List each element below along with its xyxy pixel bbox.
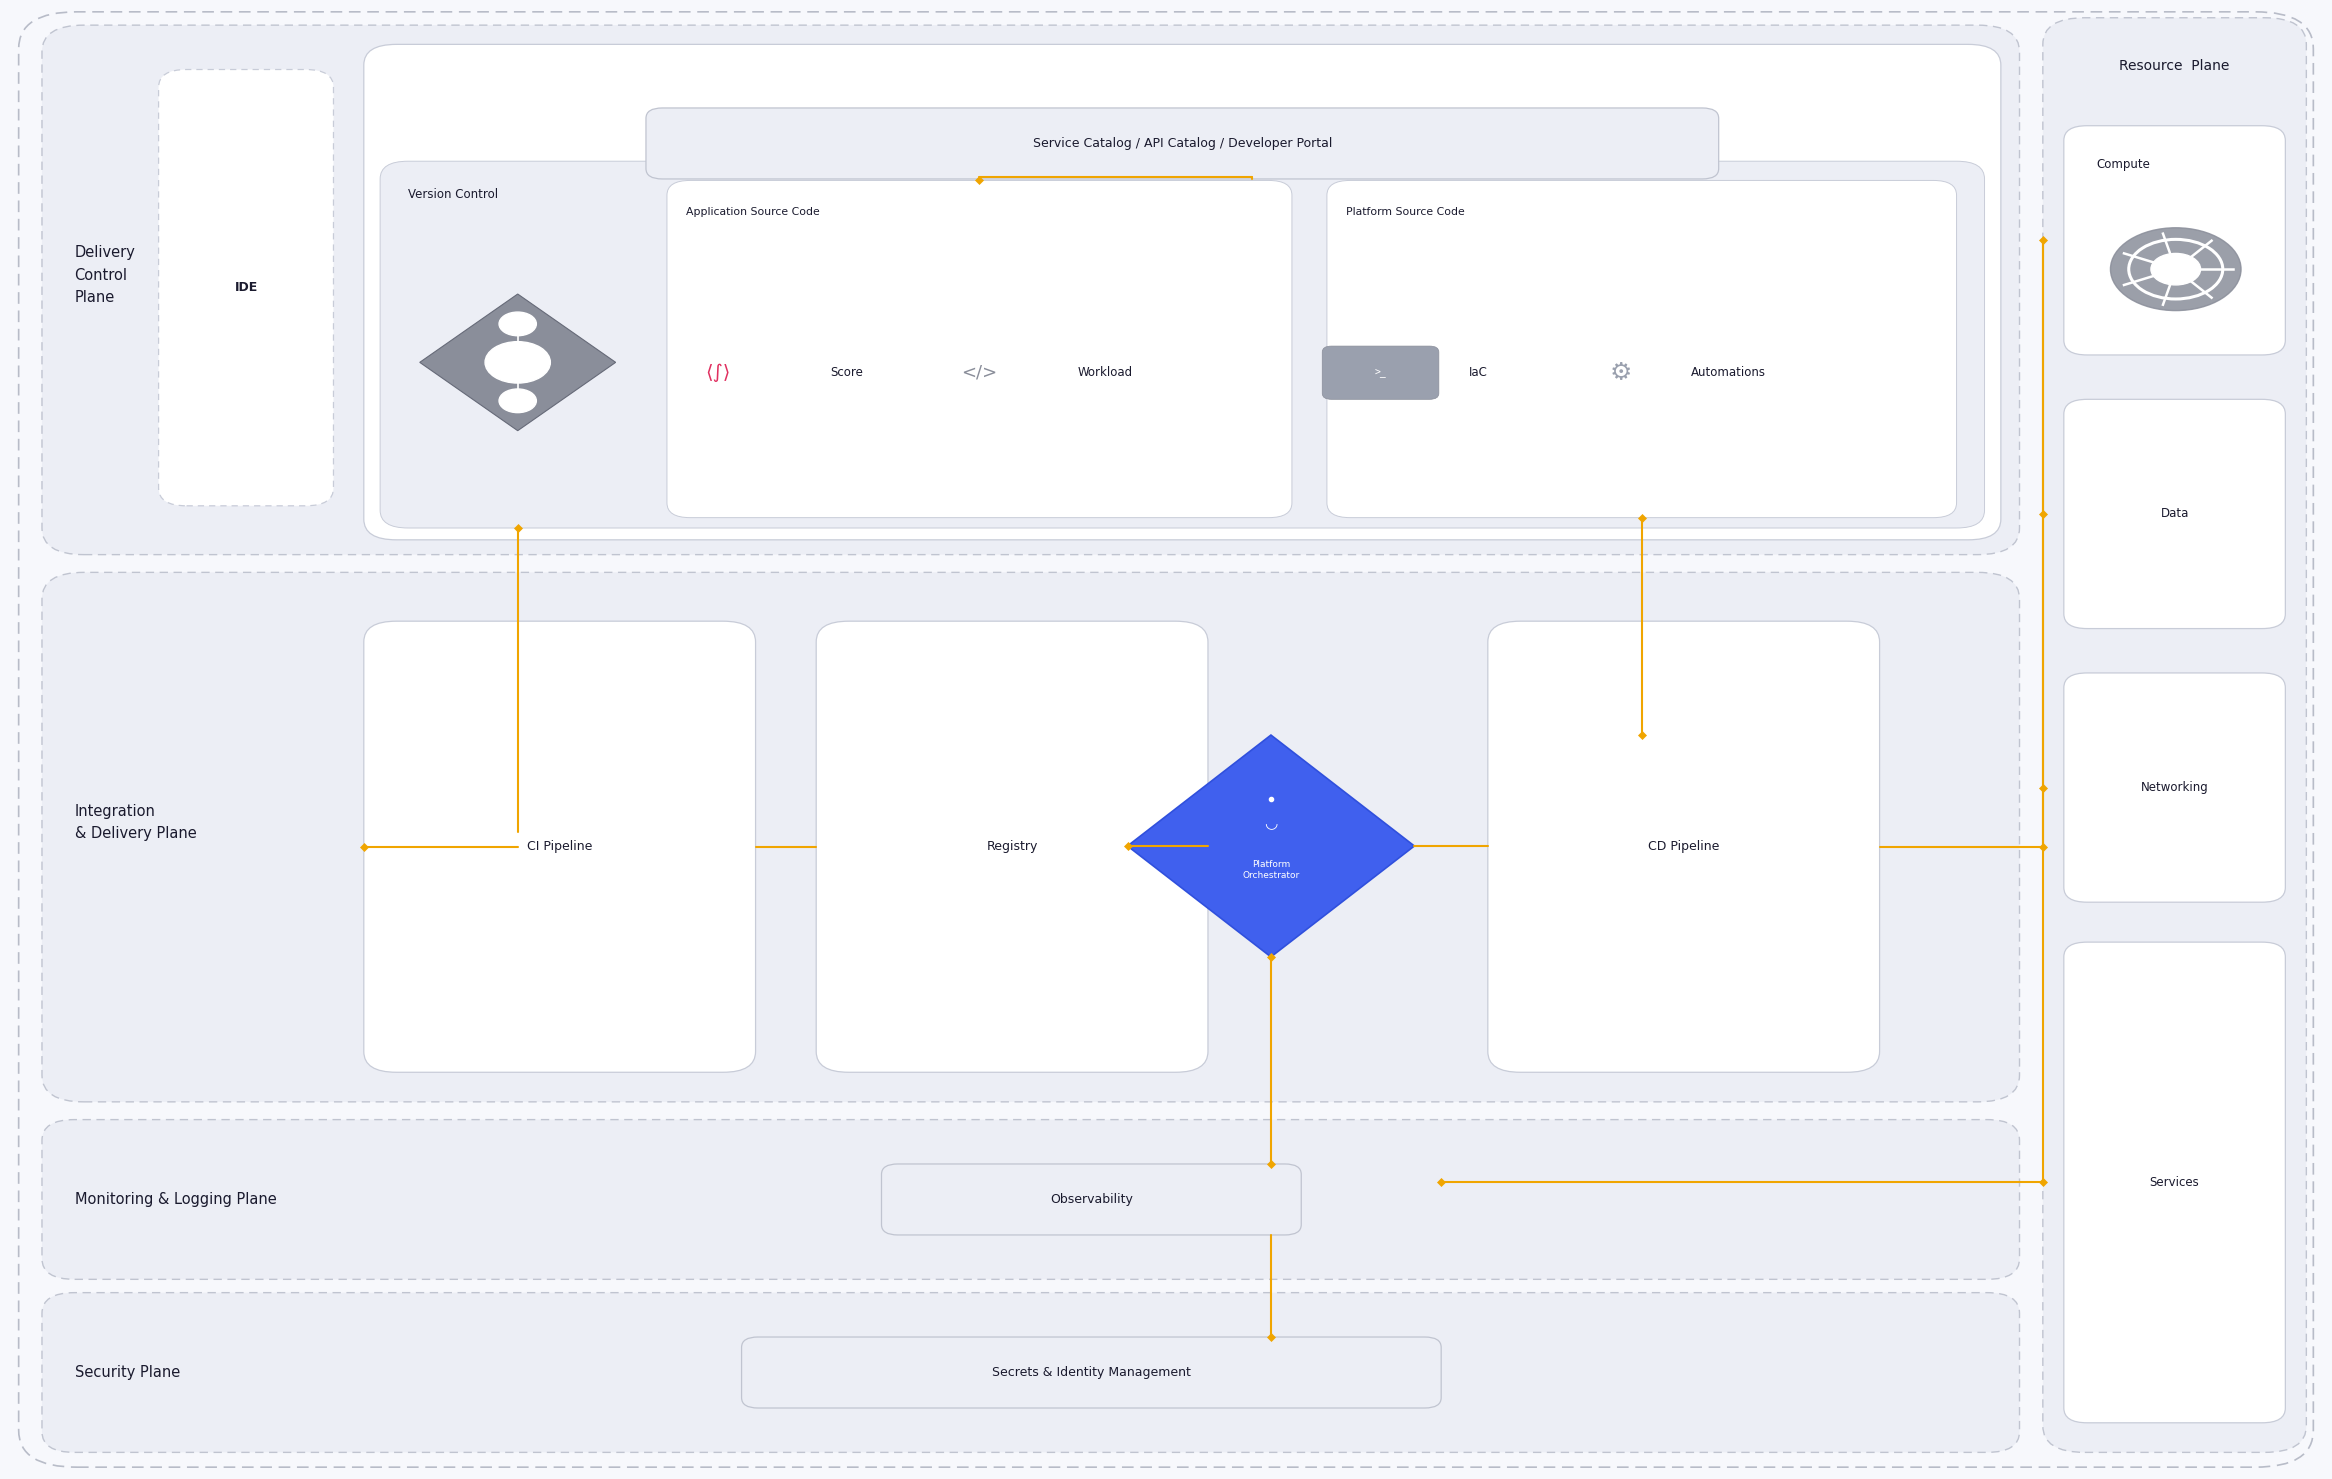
Text: Observability: Observability: [1049, 1194, 1133, 1205]
Text: Data: Data: [2159, 507, 2190, 521]
Text: Score: Score: [830, 367, 863, 379]
Text: IaC: IaC: [1469, 367, 1488, 379]
Text: Secrets & Identity Management: Secrets & Identity Management: [991, 1367, 1192, 1378]
Text: </>: </>: [961, 364, 998, 382]
Text: Resource  Plane: Resource Plane: [2120, 59, 2229, 72]
Polygon shape: [420, 294, 616, 430]
FancyBboxPatch shape: [1488, 621, 1880, 1072]
FancyBboxPatch shape: [646, 108, 1719, 179]
Text: ⟨∫⟩: ⟨∫⟩: [707, 364, 730, 382]
Circle shape: [2150, 253, 2201, 285]
Text: Automations: Automations: [1691, 367, 1765, 379]
FancyBboxPatch shape: [816, 621, 1208, 1072]
Circle shape: [485, 342, 550, 383]
FancyBboxPatch shape: [364, 44, 2001, 540]
Text: Services: Services: [2150, 1176, 2199, 1189]
Circle shape: [499, 389, 536, 413]
FancyBboxPatch shape: [364, 621, 756, 1072]
FancyBboxPatch shape: [667, 180, 1292, 518]
FancyBboxPatch shape: [2064, 942, 2285, 1423]
Text: ⚙: ⚙: [1609, 361, 1632, 385]
FancyBboxPatch shape: [2043, 18, 2306, 1452]
Text: >_: >_: [1374, 368, 1388, 377]
Text: Platform
Orchestrator: Platform Orchestrator: [1243, 859, 1299, 880]
Text: Workload: Workload: [1077, 367, 1133, 379]
FancyBboxPatch shape: [159, 70, 333, 506]
FancyBboxPatch shape: [42, 572, 2020, 1102]
Text: IDE: IDE: [236, 281, 257, 294]
FancyBboxPatch shape: [42, 1293, 2020, 1452]
Text: Application Source Code: Application Source Code: [686, 207, 819, 217]
FancyBboxPatch shape: [2064, 126, 2285, 355]
Text: ◡: ◡: [1264, 816, 1278, 831]
Text: CI Pipeline: CI Pipeline: [527, 840, 592, 853]
FancyBboxPatch shape: [881, 1164, 1301, 1235]
FancyBboxPatch shape: [380, 161, 1985, 528]
FancyBboxPatch shape: [19, 12, 2313, 1467]
Text: Networking: Networking: [2141, 781, 2208, 794]
FancyBboxPatch shape: [42, 1120, 2020, 1279]
FancyBboxPatch shape: [42, 25, 2020, 555]
FancyBboxPatch shape: [2064, 673, 2285, 902]
Text: Version Control: Version Control: [408, 188, 499, 201]
Text: Security Plane: Security Plane: [75, 1365, 180, 1380]
Polygon shape: [1129, 735, 1413, 957]
Text: Compute: Compute: [2096, 158, 2150, 172]
Text: CD Pipeline: CD Pipeline: [1649, 840, 1719, 853]
Text: Platform Source Code: Platform Source Code: [1346, 207, 1464, 217]
Text: Monitoring & Logging Plane: Monitoring & Logging Plane: [75, 1192, 278, 1207]
FancyBboxPatch shape: [1322, 346, 1439, 399]
Text: Service Catalog / API Catalog / Developer Portal: Service Catalog / API Catalog / Develope…: [1033, 138, 1332, 149]
FancyBboxPatch shape: [2064, 399, 2285, 629]
FancyBboxPatch shape: [1327, 180, 1957, 518]
Circle shape: [499, 312, 536, 336]
FancyBboxPatch shape: [742, 1337, 1441, 1408]
Text: Registry: Registry: [986, 840, 1038, 853]
Text: Integration
& Delivery Plane: Integration & Delivery Plane: [75, 803, 196, 842]
Text: Delivery
Control
Plane: Delivery Control Plane: [75, 246, 135, 305]
Circle shape: [2110, 228, 2241, 311]
